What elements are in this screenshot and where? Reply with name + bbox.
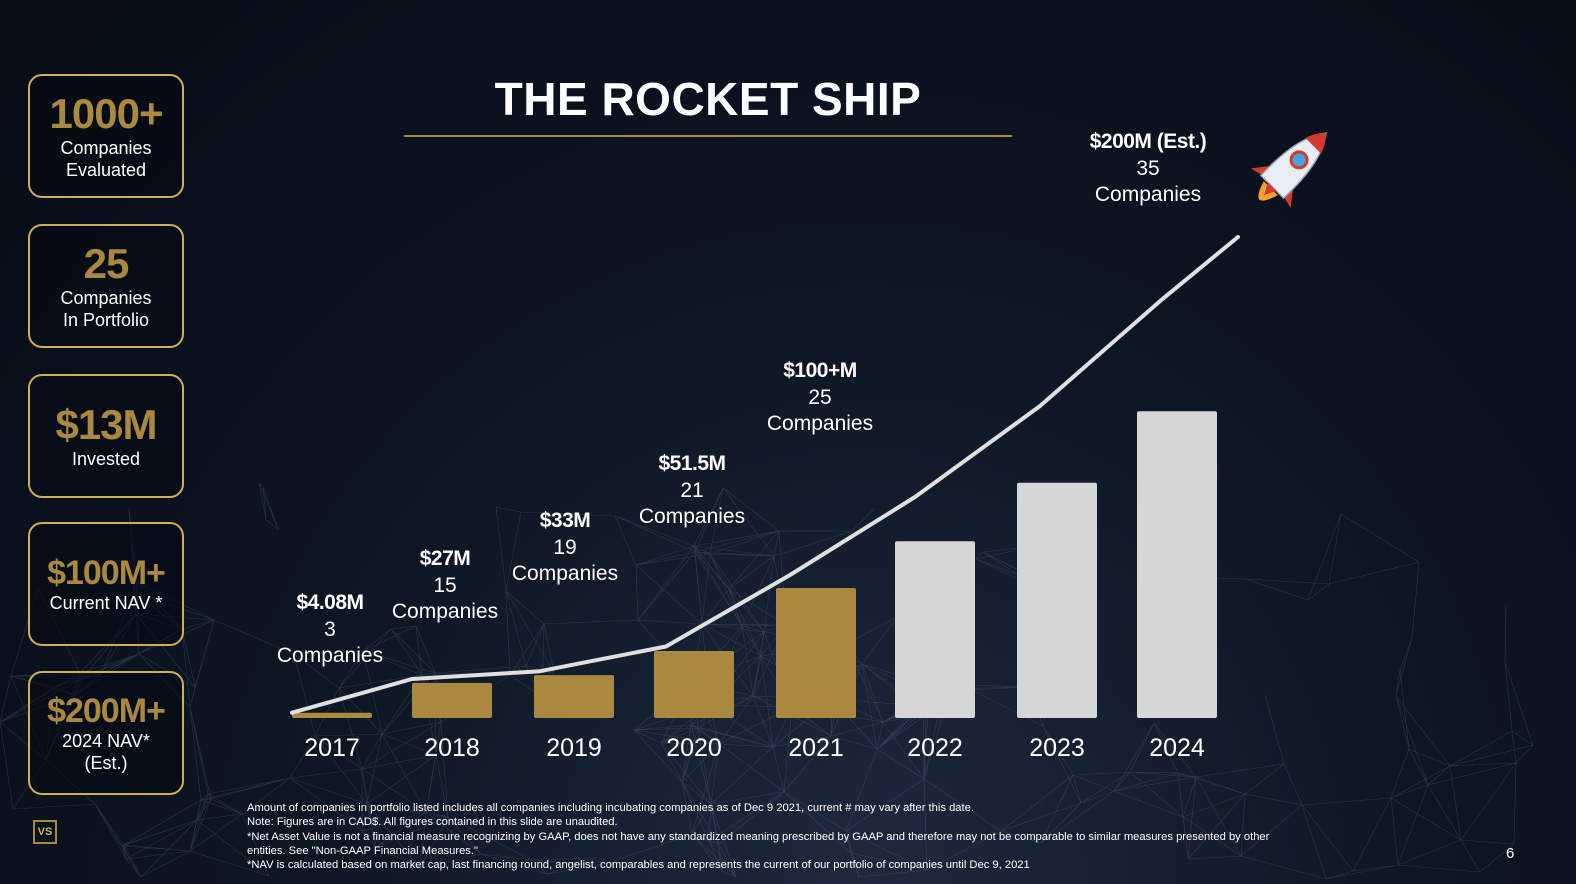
data-label-amount: $33M <box>540 509 591 532</box>
stat-card-2024-nav: $200M+ 2024 NAV* (Est.) <box>28 671 184 795</box>
x-tick-label: 2019 <box>546 734 602 762</box>
stat-label: Companies Evaluated <box>60 138 152 180</box>
data-label-amount: $200M (Est.) <box>1090 130 1207 153</box>
page-number: 6 <box>1506 845 1515 862</box>
vs-logo: VS <box>33 820 57 844</box>
slide-title: THE ROCKET SHIP <box>494 73 922 125</box>
stat-card-companies-portfolio: 25 Companies In Portfolio <box>28 224 184 348</box>
data-label-unit: Companies <box>392 600 498 623</box>
data-label-amount: $4.08M <box>296 591 363 614</box>
footnote: *NAV is calculated based on market cap, … <box>247 859 1030 872</box>
bar <box>776 588 856 718</box>
data-label-unit: Companies <box>639 505 745 528</box>
x-tick-label: 2022 <box>907 734 963 762</box>
data-label-unit: Companies <box>512 562 618 585</box>
bar <box>534 675 614 718</box>
footnote: Amount of companies in portfolio listed … <box>247 802 974 814</box>
data-label-unit: Companies <box>767 412 873 435</box>
data-label-count: 15 <box>433 574 456 597</box>
stat-value: $200M+ <box>47 692 166 730</box>
stat-card-invested: $13M Invested <box>28 374 184 498</box>
data-label-amount: $27M <box>420 547 471 570</box>
stat-value: $13M <box>55 401 157 448</box>
data-label-count: 25 <box>808 386 831 409</box>
bar <box>895 541 975 718</box>
bar <box>1017 482 1097 718</box>
footnote: Note: Figures are in CAD$. All figures c… <box>247 816 618 829</box>
data-label-amount: $100+M <box>783 359 856 382</box>
x-tick-label: 2024 <box>1149 734 1205 762</box>
stat-card-current-nav: $100M+ Current NAV * <box>28 522 184 646</box>
rocket-icon <box>1250 132 1327 209</box>
footnotes: Amount of companies in portfolio listed … <box>247 801 1307 872</box>
data-label-count: 19 <box>553 536 576 559</box>
stat-label: 2024 NAV* (Est.) <box>62 731 150 773</box>
footnote: *Net Asset Value is not a financial meas… <box>247 830 1270 857</box>
stat-value: 25 <box>83 240 130 287</box>
x-tick-label: 2018 <box>424 734 480 762</box>
data-label-amount: $51.5M <box>658 452 725 475</box>
stat-value: 1000+ <box>49 90 164 137</box>
bar <box>654 651 734 718</box>
bar <box>412 682 492 718</box>
stat-label: Invested <box>71 449 141 469</box>
bar <box>1137 411 1217 718</box>
stat-card-companies-evaluated: 1000+ Companies Evaluated <box>28 74 184 198</box>
stat-label: Current NAV * <box>49 593 163 613</box>
title-divider <box>404 135 1012 137</box>
stat-label: Companies In Portfolio <box>60 288 152 330</box>
data-label-unit: Companies <box>277 644 383 667</box>
data-label-unit: Companies <box>1095 183 1201 206</box>
bar <box>292 712 372 718</box>
trend-line <box>290 235 1240 715</box>
x-tick-label: 2017 <box>304 734 360 762</box>
x-tick-label: 2020 <box>666 734 722 762</box>
data-label-count: 3 <box>324 618 336 641</box>
x-tick-label: 2021 <box>788 734 844 762</box>
data-label-count: 35 <box>1136 157 1159 180</box>
x-tick-label: 2023 <box>1029 734 1085 762</box>
stat-value: $100M+ <box>47 554 166 592</box>
data-label-count: 21 <box>680 479 703 502</box>
